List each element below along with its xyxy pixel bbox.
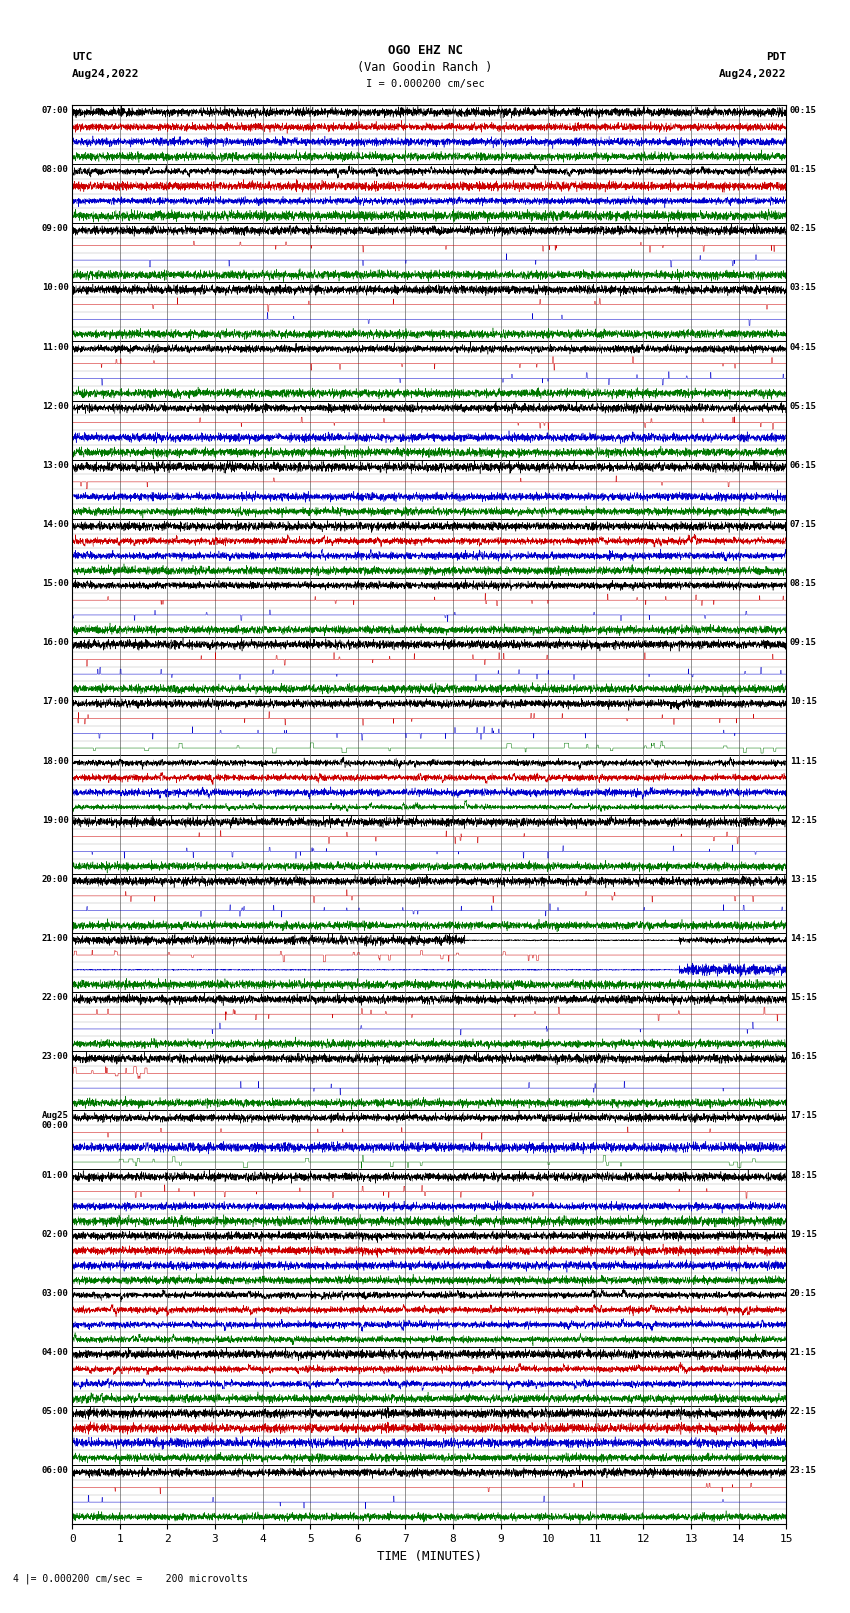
Text: 00:15: 00:15 [790, 106, 817, 115]
Text: I = 0.000200 cm/sec: I = 0.000200 cm/sec [366, 79, 484, 89]
Text: Aug24,2022: Aug24,2022 [72, 69, 139, 79]
Text: 12:15: 12:15 [790, 816, 817, 824]
Text: 04:00: 04:00 [42, 1348, 69, 1357]
Text: 20:15: 20:15 [790, 1289, 817, 1298]
Text: 08:15: 08:15 [790, 579, 817, 589]
Text: 19:15: 19:15 [790, 1229, 817, 1239]
Text: 15:15: 15:15 [790, 994, 817, 1002]
Text: 13:00: 13:00 [42, 461, 69, 469]
Text: UTC: UTC [72, 52, 93, 61]
Text: 14:15: 14:15 [790, 934, 817, 944]
Text: 17:15: 17:15 [790, 1111, 817, 1121]
Text: 05:00: 05:00 [42, 1407, 69, 1416]
Text: 17:00: 17:00 [42, 697, 69, 706]
Text: 22:15: 22:15 [790, 1407, 817, 1416]
Text: OGO EHZ NC: OGO EHZ NC [388, 44, 462, 56]
Text: 16:00: 16:00 [42, 639, 69, 647]
Text: 23:00: 23:00 [42, 1052, 69, 1061]
Text: 10:00: 10:00 [42, 284, 69, 292]
Text: 03:00: 03:00 [42, 1289, 69, 1298]
Text: PDT: PDT [766, 52, 786, 61]
Text: 01:15: 01:15 [790, 165, 817, 174]
Text: 06:00: 06:00 [42, 1466, 69, 1476]
Text: 11:00: 11:00 [42, 342, 69, 352]
Text: 21:15: 21:15 [790, 1348, 817, 1357]
Text: 04:15: 04:15 [790, 342, 817, 352]
X-axis label: TIME (MINUTES): TIME (MINUTES) [377, 1550, 482, 1563]
Text: Aug24,2022: Aug24,2022 [719, 69, 786, 79]
Text: 05:15: 05:15 [790, 402, 817, 411]
Text: 23:15: 23:15 [790, 1466, 817, 1476]
Text: 14:00: 14:00 [42, 519, 69, 529]
Text: 19:00: 19:00 [42, 816, 69, 824]
Text: 10:15: 10:15 [790, 697, 817, 706]
Text: 07:00: 07:00 [42, 106, 69, 115]
Text: 18:00: 18:00 [42, 756, 69, 766]
Text: 20:00: 20:00 [42, 874, 69, 884]
Text: 15:00: 15:00 [42, 579, 69, 589]
Text: 4 |= 0.000200 cm/sec =    200 microvolts: 4 |= 0.000200 cm/sec = 200 microvolts [13, 1573, 247, 1584]
Text: 21:00: 21:00 [42, 934, 69, 944]
Text: 01:00: 01:00 [42, 1171, 69, 1179]
Text: Aug25: Aug25 [42, 1111, 69, 1121]
Text: 03:15: 03:15 [790, 284, 817, 292]
Text: 12:00: 12:00 [42, 402, 69, 411]
Text: 02:15: 02:15 [790, 224, 817, 234]
Text: 16:15: 16:15 [790, 1052, 817, 1061]
Text: 22:00: 22:00 [42, 994, 69, 1002]
Text: 09:00: 09:00 [42, 224, 69, 234]
Text: 09:15: 09:15 [790, 639, 817, 647]
Text: 08:00: 08:00 [42, 165, 69, 174]
Text: 07:15: 07:15 [790, 519, 817, 529]
Text: 00:00: 00:00 [42, 1121, 69, 1131]
Text: 11:15: 11:15 [790, 756, 817, 766]
Text: 06:15: 06:15 [790, 461, 817, 469]
Text: (Van Goodin Ranch ): (Van Goodin Ranch ) [357, 61, 493, 74]
Text: 02:00: 02:00 [42, 1229, 69, 1239]
Text: 13:15: 13:15 [790, 874, 817, 884]
Text: 18:15: 18:15 [790, 1171, 817, 1179]
